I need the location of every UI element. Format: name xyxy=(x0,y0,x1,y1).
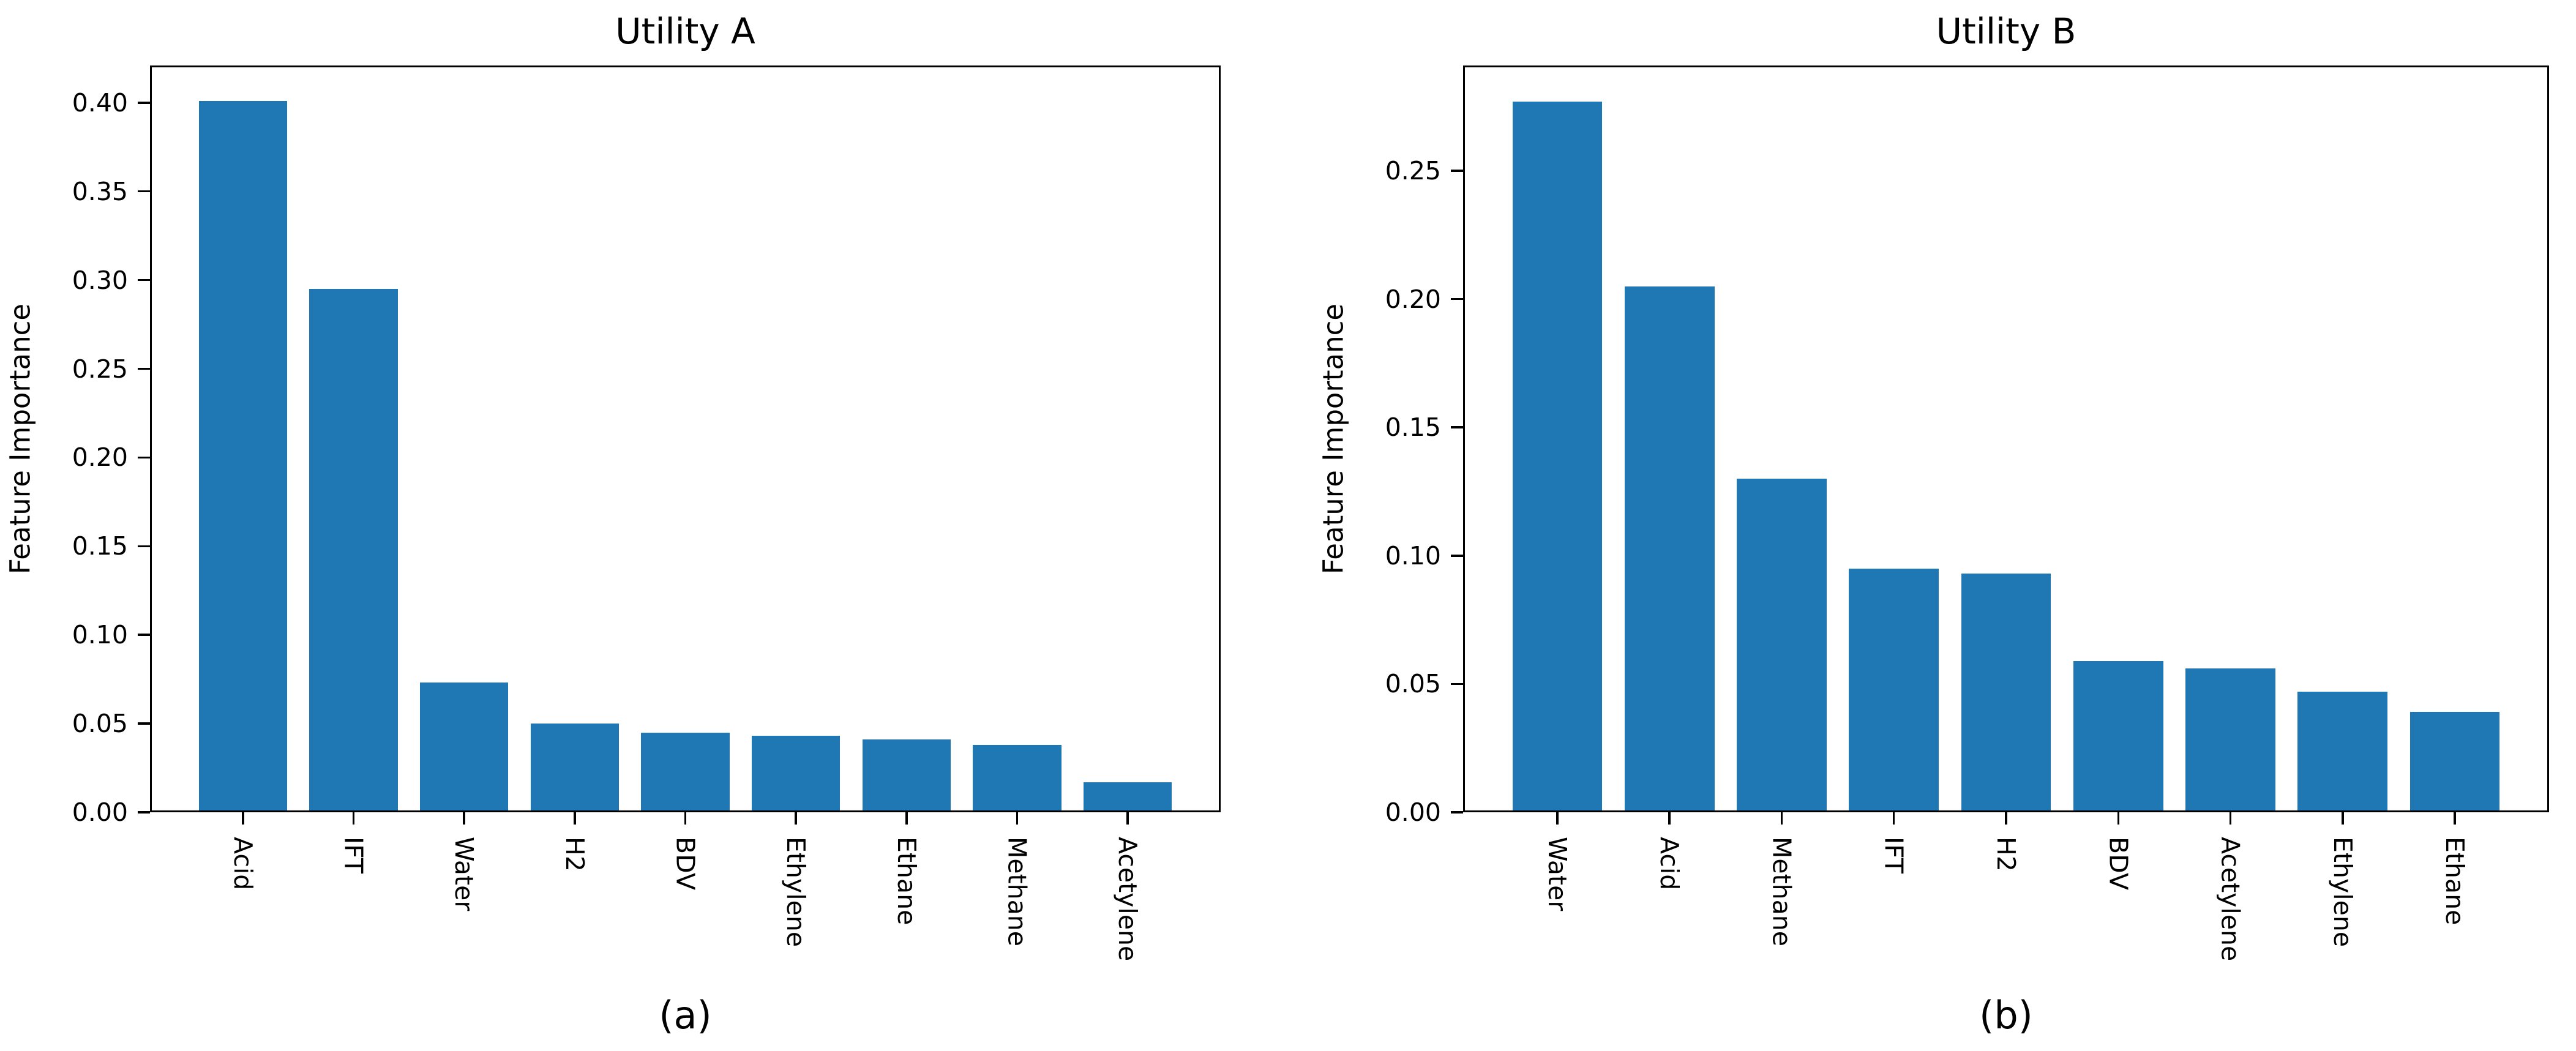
y-tick-mark xyxy=(138,102,150,104)
x-tick-mark xyxy=(2117,812,2119,825)
x-tick-mark xyxy=(2229,812,2232,825)
bar-h2 xyxy=(530,724,620,812)
panel-utility-b: Utility B Feature Importance 0.00 0.05 0.1… xyxy=(1317,10,2549,1038)
bar-water xyxy=(419,683,509,812)
y-tick-mark xyxy=(138,190,150,193)
x-tick-label: Methane xyxy=(1002,837,1032,946)
y-tick-mark xyxy=(138,811,150,813)
y-tick-label: 0.15 xyxy=(1385,413,1441,443)
subplot-caption-b: (b) xyxy=(1979,993,2033,1038)
x-tick-mark xyxy=(1016,812,1019,825)
x-tick-label: Water xyxy=(449,837,479,911)
y-tick-label: 0.30 xyxy=(72,265,128,295)
y-tick-mark xyxy=(138,722,150,725)
bar-methane xyxy=(1737,478,1827,812)
x-tick-mark xyxy=(242,812,244,825)
y-tick-label: 0.20 xyxy=(1385,284,1441,314)
x-tick-mark xyxy=(1668,812,1671,825)
x-tick-mark xyxy=(1780,812,1783,825)
y-tick-mark xyxy=(138,456,150,459)
y-axis-label-b: Feature Importance xyxy=(1317,303,1350,575)
bar-ethylene xyxy=(751,736,841,812)
y-tick-label: 0.25 xyxy=(1385,155,1441,185)
x-tick-mark xyxy=(2342,812,2344,825)
y-tick-label: 0.25 xyxy=(72,354,128,384)
y-tick-mark xyxy=(1451,811,1463,813)
bar-ethane xyxy=(2409,712,2500,812)
bar-acid xyxy=(1624,286,1715,812)
axes: 0.00 0.05 0.10 0.15 0.20 0.25 0.30 0.35 0.40 Acid… xyxy=(72,65,1221,961)
y-tick-mark xyxy=(1451,555,1463,557)
x-tick-mark xyxy=(1892,812,1895,825)
x-tick-mark xyxy=(795,812,797,825)
x-tick-mark xyxy=(905,812,908,825)
subplot-caption-a: (a) xyxy=(659,993,712,1038)
bar-acetylene xyxy=(1083,782,1172,812)
x-tick-label: Water xyxy=(1542,837,1572,911)
x-tick-label: Ethane xyxy=(891,837,921,926)
x-tick-label: BDV xyxy=(670,837,700,891)
y-tick-label: 0.10 xyxy=(1385,540,1441,570)
bar-h2 xyxy=(1961,574,2051,812)
axes: 0.00 0.05 0.10 0.15 0.20 0.25 Water Acid Methane… xyxy=(1385,65,2549,961)
x-tick-mark xyxy=(2005,812,2007,825)
y-tick-mark xyxy=(1451,683,1463,686)
y-tick-label: 0.20 xyxy=(72,443,128,473)
bar-ethane xyxy=(862,739,951,812)
x-tick-label: Ethane xyxy=(2440,837,2470,926)
y-tick-mark xyxy=(1451,170,1463,172)
plot-title-a: Utility A xyxy=(615,10,755,52)
x-tick-label: Acid xyxy=(228,837,258,891)
bar-acetylene xyxy=(2185,668,2275,812)
x-tick-label: Methane xyxy=(1767,837,1797,946)
x-tick-mark xyxy=(574,812,576,825)
x-tick-label: Ethylene xyxy=(781,837,811,948)
y-tick-mark xyxy=(1451,426,1463,428)
x-tick-label: Acid xyxy=(1655,837,1685,891)
y-tick-mark xyxy=(138,279,150,282)
bar-ethylene xyxy=(2297,691,2388,812)
x-tick-mark xyxy=(684,812,687,825)
x-tick-label: Acetylene xyxy=(1113,837,1143,962)
x-tick-mark xyxy=(2454,812,2456,825)
y-tick-label: 0.05 xyxy=(1385,669,1441,699)
x-tick-label: IFT xyxy=(339,837,369,873)
x-tick-label: IFT xyxy=(1879,837,1909,873)
bar-acid xyxy=(198,100,288,812)
y-tick-label: 0.40 xyxy=(72,88,128,118)
y-tick-mark xyxy=(138,634,150,636)
x-tick-label: Ethylene xyxy=(2327,837,2357,948)
y-tick-mark xyxy=(1451,297,1463,301)
x-tick-label: H2 xyxy=(560,837,590,872)
plot-title-b: Utility B xyxy=(1936,10,2076,52)
panel-utility-a: Utility A Feature Importance 0.00 0.05 0.1… xyxy=(4,10,1221,1038)
x-tick-mark xyxy=(1556,812,1559,825)
bar-ift xyxy=(309,289,398,812)
bar-methane xyxy=(973,744,1061,812)
y-tick-label: 0.10 xyxy=(72,620,128,650)
y-tick-label: 0.00 xyxy=(1385,798,1441,827)
y-axis-label-a: Feature Importance xyxy=(4,303,37,575)
y-tick-mark xyxy=(138,367,150,370)
y-tick-label: 0.00 xyxy=(72,798,128,827)
bar-water xyxy=(1512,101,1603,812)
x-tick-mark xyxy=(463,812,465,825)
x-tick-label: H2 xyxy=(1991,837,2021,872)
x-tick-mark xyxy=(1126,812,1129,825)
y-tick-label: 0.15 xyxy=(72,531,128,561)
bar-bdv xyxy=(2073,660,2163,812)
y-tick-label: 0.35 xyxy=(72,176,128,206)
x-tick-label: BDV xyxy=(2103,837,2133,891)
y-tick-mark xyxy=(138,545,150,548)
y-tick-label: 0.05 xyxy=(72,709,128,739)
bar-bdv xyxy=(641,732,730,812)
x-tick-mark xyxy=(352,812,355,825)
x-tick-label: Acetylene xyxy=(2215,837,2245,962)
bar-ift xyxy=(1849,568,1939,812)
